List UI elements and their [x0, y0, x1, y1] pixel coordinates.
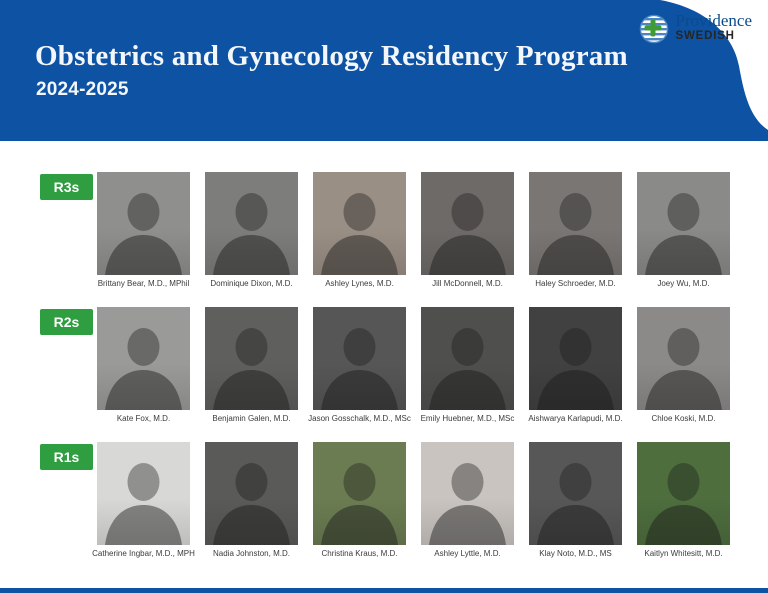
resident-photo — [313, 172, 406, 275]
resident-name: Emily Huebner, M.D., MSc — [420, 414, 515, 423]
resident-card: Catherine Ingbar, M.D., MPH — [92, 442, 195, 572]
person-silhouette-icon — [537, 193, 614, 275]
header-banner: Providence SWEDISH Obstetrics and Gyneco… — [0, 0, 768, 141]
resident-name: Nadia Johnston, M.D. — [213, 549, 290, 558]
resident-name: Haley Schroeder, M.D. — [535, 279, 616, 288]
person-silhouette-icon — [645, 463, 722, 545]
resident-photo — [421, 307, 514, 410]
person-silhouette-icon — [537, 463, 614, 545]
resident-photo — [421, 442, 514, 545]
resident-card: Ashley Lyttle, M.D. — [421, 442, 514, 572]
resident-photo — [97, 307, 190, 410]
roster-grid: R3s Brittany Bear, M.D., MPhil Dominique D… — [0, 172, 768, 577]
resident-card: Brittany Bear, M.D., MPhil — [97, 172, 190, 302]
resident-name: Aishwarya Karlapudi, M.D. — [528, 414, 623, 423]
cards-row: Catherine Ingbar, M.D., MPH Nadia Johnsto… — [92, 442, 730, 572]
resident-card: Benjamin Galen, M.D. — [205, 307, 298, 437]
resident-photo — [205, 307, 298, 410]
person-silhouette-icon — [213, 193, 290, 275]
person-silhouette-icon — [429, 463, 506, 545]
person-silhouette-icon — [105, 328, 182, 410]
cards-row: Brittany Bear, M.D., MPhil Dominique Dixo… — [97, 172, 730, 302]
resident-name: Christina Kraus, M.D. — [321, 549, 398, 558]
logo-swedish-text: SWEDISH — [675, 29, 735, 42]
footer-bar — [0, 588, 768, 593]
class-label: R1s — [40, 444, 93, 470]
resident-card: Dominique Dixon, M.D. — [205, 172, 298, 302]
resident-card: Jason Gosschalk, M.D., MSc — [308, 307, 411, 437]
resident-photo — [205, 172, 298, 275]
resident-card: Chloe Koski, M.D. — [637, 307, 730, 437]
resident-name: Catherine Ingbar, M.D., MPH — [92, 549, 195, 558]
resident-photo — [637, 307, 730, 410]
logo-providence-text: Providence — [675, 11, 752, 30]
resident-name: Joey Wu, M.D. — [657, 279, 710, 288]
resident-card: Emily Huebner, M.D., MSc — [421, 307, 514, 437]
person-silhouette-icon — [105, 193, 182, 275]
person-silhouette-icon — [645, 193, 722, 275]
resident-name: Kate Fox, M.D. — [116, 414, 171, 423]
resident-name: Chloe Koski, M.D. — [651, 414, 716, 423]
page-title: Obstetrics and Gynecology Residency Prog… — [35, 40, 628, 72]
resident-photo — [529, 442, 622, 545]
resident-photo — [205, 442, 298, 545]
person-silhouette-icon — [429, 328, 506, 410]
person-silhouette-icon — [429, 193, 506, 275]
providence-swedish-logo: Providence SWEDISH — [639, 12, 752, 44]
class-label: R2s — [40, 309, 93, 335]
person-silhouette-icon — [321, 463, 398, 545]
resident-name: Jason Gosschalk, M.D., MSc — [308, 414, 411, 423]
resident-name: Klay Noto, M.D., MS — [539, 549, 612, 558]
person-silhouette-icon — [213, 328, 290, 410]
resident-photo — [313, 442, 406, 545]
resident-card: Christina Kraus, M.D. — [313, 442, 406, 572]
resident-card: Ashley Lynes, M.D. — [313, 172, 406, 302]
page-subtitle: 2024-2025 — [36, 79, 129, 100]
resident-name: Ashley Lyttle, M.D. — [434, 549, 501, 558]
resident-name: Jill McDonnell, M.D. — [432, 279, 503, 288]
resident-photo — [313, 307, 406, 410]
resident-photo — [637, 442, 730, 545]
resident-card: Kate Fox, M.D. — [97, 307, 190, 437]
resident-name: Dominique Dixon, M.D. — [210, 279, 293, 288]
person-silhouette-icon — [321, 193, 398, 275]
class-row: R1s Catherine Ingbar, M.D., MPH Nadia John… — [0, 442, 768, 577]
providence-globe-icon — [639, 14, 668, 44]
class-row: R3s Brittany Bear, M.D., MPhil Dominique D… — [0, 172, 768, 307]
person-silhouette-icon — [321, 328, 398, 410]
resident-name: Brittany Bear, M.D., MPhil — [97, 279, 190, 288]
resident-card: Haley Schroeder, M.D. — [529, 172, 622, 302]
resident-card: Nadia Johnston, M.D. — [205, 442, 298, 572]
class-row: R2s Kate Fox, M.D. Benjamin Galen, M.D. Jas… — [0, 307, 768, 442]
resident-card: Jill McDonnell, M.D. — [421, 172, 514, 302]
resident-photo — [97, 442, 190, 545]
person-silhouette-icon — [537, 328, 614, 410]
resident-card: Klay Noto, M.D., MS — [529, 442, 622, 572]
cards-row: Kate Fox, M.D. Benjamin Galen, M.D. Jason … — [97, 307, 730, 437]
class-label: R3s — [40, 174, 93, 200]
resident-name: Kaitlyn Whitesitt, M.D. — [644, 549, 723, 558]
resident-photo — [421, 172, 514, 275]
resident-name: Ashley Lynes, M.D. — [325, 279, 394, 288]
resident-card: Aishwarya Karlapudi, M.D. — [528, 307, 623, 437]
resident-name: Benjamin Galen, M.D. — [212, 414, 291, 423]
resident-photo — [529, 172, 622, 275]
header-curve — [660, 0, 768, 130]
person-silhouette-icon — [105, 463, 182, 545]
resident-photo — [97, 172, 190, 275]
person-silhouette-icon — [213, 463, 290, 545]
resident-photo — [637, 172, 730, 275]
resident-photo — [529, 307, 622, 410]
resident-card: Joey Wu, M.D. — [637, 172, 730, 302]
logo-text: Providence SWEDISH — [676, 12, 752, 44]
person-silhouette-icon — [645, 328, 722, 410]
resident-card: Kaitlyn Whitesitt, M.D. — [637, 442, 730, 572]
